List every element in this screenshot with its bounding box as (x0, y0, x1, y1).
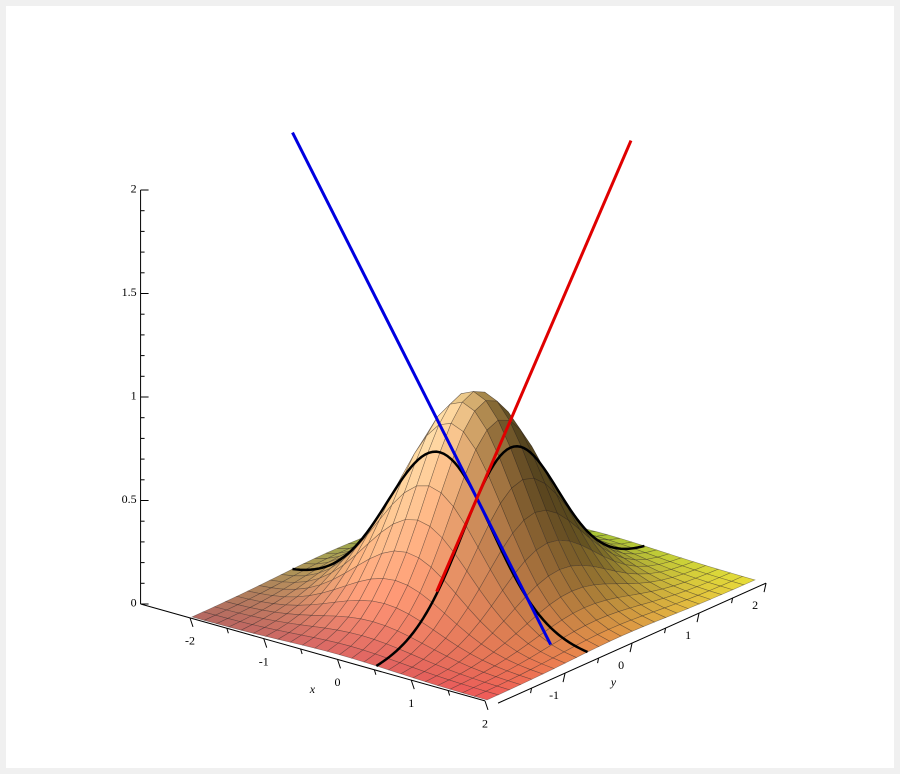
z-tick-label: 1.5 (122, 285, 137, 299)
y-minor-tick (530, 688, 533, 694)
surface-patch (663, 603, 689, 614)
x-tick-label: 0 (334, 675, 340, 689)
tangent-line (435, 139, 633, 593)
surface-patch (730, 576, 756, 586)
x-tick-label: 1 (408, 696, 414, 710)
y-tick (562, 673, 566, 683)
x-minor-tick (226, 628, 229, 634)
x-tick-label: 2 (482, 717, 488, 731)
y-tick-label: 1 (685, 628, 691, 642)
y-tick-label: 0 (618, 658, 624, 672)
surface-patch (552, 651, 578, 664)
surface-patch (496, 680, 522, 691)
surface-patch (674, 599, 701, 609)
y-axis-label: y (610, 675, 617, 689)
tangent-line (291, 131, 552, 646)
x-tick-label: -2 (185, 634, 195, 648)
x-tick (410, 679, 415, 690)
x-minor-tick (373, 669, 377, 675)
surface-patch (719, 580, 745, 591)
surface-patch (485, 685, 511, 696)
y-tick (696, 613, 700, 623)
y-minor-tick (597, 658, 600, 664)
z-tick-label: 1 (131, 389, 137, 403)
z-tick-label: 2 (131, 182, 137, 196)
y-minor-tick (664, 628, 667, 634)
z-tick-label: 0 (131, 596, 137, 610)
surface-patch (540, 657, 566, 669)
surface-patch (473, 690, 500, 701)
x-tick (189, 617, 194, 628)
x-tick (263, 638, 268, 648)
section-curve (375, 445, 645, 667)
x-minor-tick (300, 648, 303, 655)
x-tick (484, 700, 489, 711)
x-minor-tick (447, 690, 451, 696)
x-axis-label: x (309, 682, 316, 696)
x-tick (337, 659, 341, 669)
y-minor-tick (731, 598, 734, 604)
y-tick (763, 583, 767, 593)
x-tick-label: -1 (259, 654, 269, 668)
section-curve (292, 450, 589, 654)
y-tick-label: -1 (549, 688, 559, 702)
y-tick-label: 2 (752, 598, 758, 612)
x-axis (140, 603, 486, 702)
z-tick-label: 0.5 (122, 492, 137, 506)
y-tick (629, 643, 633, 653)
